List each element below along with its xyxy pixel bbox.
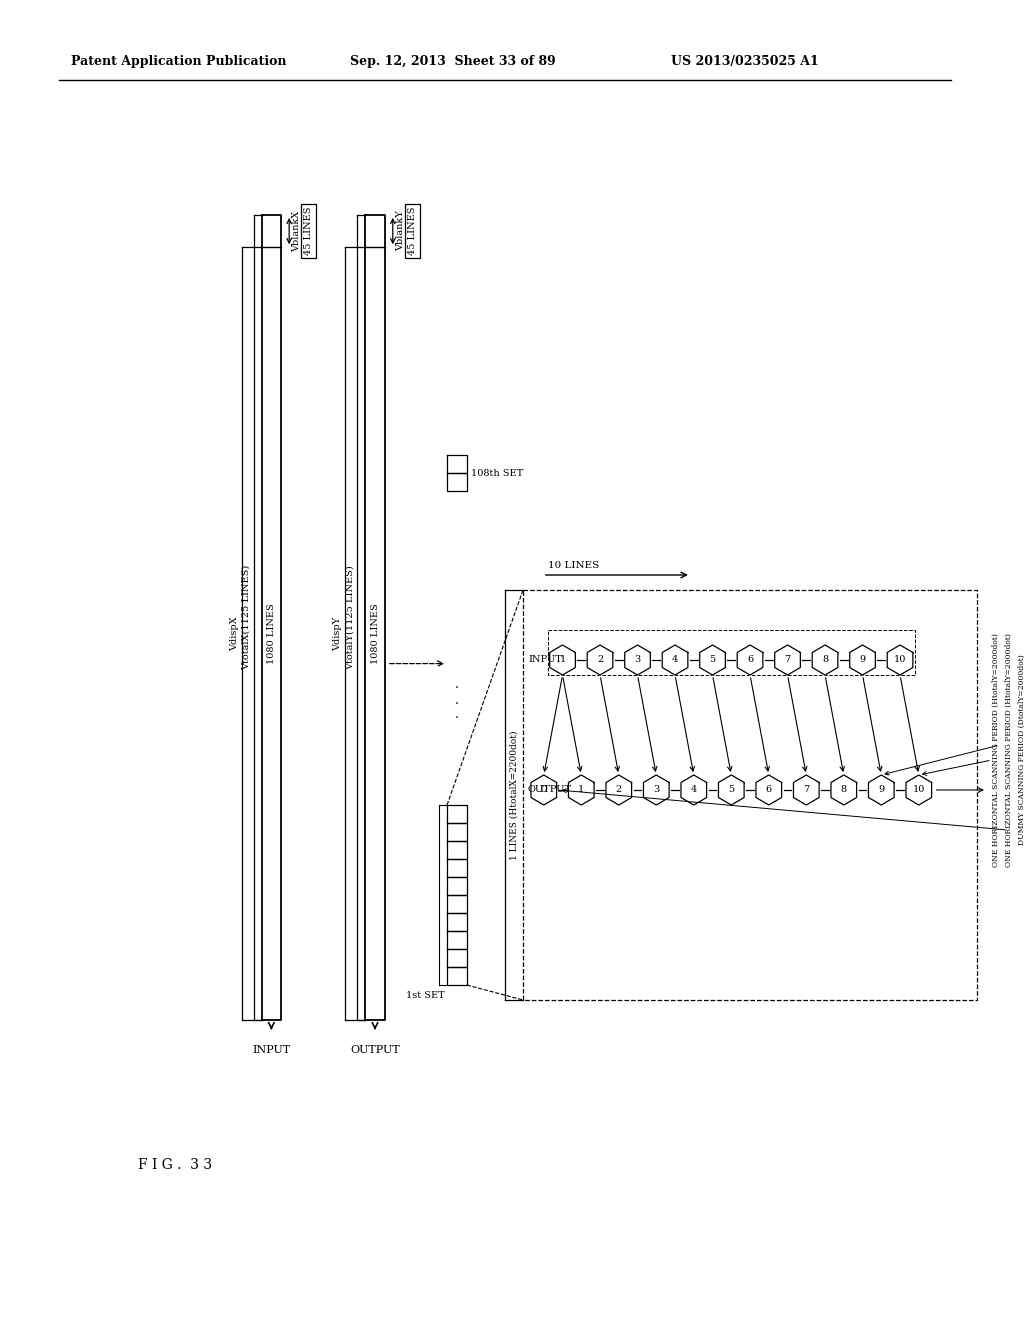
Text: 1: 1 (579, 785, 585, 795)
Polygon shape (663, 645, 688, 675)
Text: VdispY: VdispY (334, 616, 342, 651)
Polygon shape (775, 645, 801, 675)
Text: 5: 5 (710, 656, 716, 664)
Text: VtotalX(1125 LINES): VtotalX(1125 LINES) (242, 565, 251, 671)
Text: 6: 6 (746, 656, 753, 664)
Polygon shape (606, 775, 632, 805)
Polygon shape (830, 775, 857, 805)
Text: 4: 4 (672, 656, 678, 664)
Text: 45 LINES: 45 LINES (408, 207, 417, 255)
Text: F I G .  3 3: F I G . 3 3 (138, 1158, 212, 1172)
Text: 1st SET: 1st SET (407, 990, 445, 999)
Text: 2: 2 (597, 656, 603, 664)
Text: Patent Application Publication: Patent Application Publication (71, 55, 287, 69)
Text: VdispX: VdispX (229, 616, 239, 651)
Polygon shape (737, 645, 763, 675)
Polygon shape (756, 775, 781, 805)
Text: Sep. 12, 2013  Sheet 33 of 89: Sep. 12, 2013 Sheet 33 of 89 (350, 55, 556, 69)
Text: 6: 6 (766, 785, 772, 795)
Text: 1080 LINES: 1080 LINES (267, 603, 275, 664)
Text: 7: 7 (784, 656, 791, 664)
Text: 9: 9 (879, 785, 885, 795)
Text: 8: 8 (841, 785, 847, 795)
Text: 7: 7 (803, 785, 809, 795)
Text: 9: 9 (859, 656, 865, 664)
Polygon shape (643, 775, 669, 805)
Text: INPUT: INPUT (528, 656, 562, 664)
Text: US 2013/0235025 A1: US 2013/0235025 A1 (671, 55, 819, 69)
Text: OUTPUT: OUTPUT (350, 1045, 399, 1055)
Text: 45 LINES: 45 LINES (304, 207, 313, 255)
Polygon shape (699, 645, 725, 675)
Text: 3: 3 (635, 656, 641, 664)
Text: 10: 10 (912, 785, 925, 795)
Text: .
.
.: . . . (455, 678, 459, 722)
Text: 5: 5 (728, 785, 734, 795)
Polygon shape (812, 645, 838, 675)
Polygon shape (850, 645, 876, 675)
Text: 2: 2 (615, 785, 622, 795)
Polygon shape (681, 775, 707, 805)
Text: VblankY: VblankY (395, 211, 404, 252)
Polygon shape (906, 775, 932, 805)
Polygon shape (587, 645, 612, 675)
Text: 10: 10 (894, 656, 906, 664)
Text: 4: 4 (690, 785, 697, 795)
Text: 1: 1 (559, 656, 565, 664)
Polygon shape (531, 775, 557, 805)
Text: VtotalY(1125 LINES): VtotalY(1125 LINES) (345, 565, 354, 669)
Polygon shape (887, 645, 912, 675)
Text: D: D (540, 785, 548, 795)
Polygon shape (550, 645, 575, 675)
Text: INPUT: INPUT (252, 1045, 291, 1055)
Text: OUTPUT: OUTPUT (528, 785, 572, 795)
Polygon shape (719, 775, 744, 805)
Text: 1080 LINES: 1080 LINES (371, 603, 380, 664)
Text: 1 LINES (HtotalX=2200dot): 1 LINES (HtotalX=2200dot) (509, 730, 518, 859)
Polygon shape (568, 775, 594, 805)
Text: 3: 3 (653, 785, 659, 795)
Text: 8: 8 (822, 656, 828, 664)
Text: VblankX: VblankX (292, 210, 301, 252)
Polygon shape (794, 775, 819, 805)
Text: DUMMY SCANNING PERIOD (DtotalY=2000dot): DUMMY SCANNING PERIOD (DtotalY=2000dot) (1018, 655, 1024, 845)
Text: ONE HORIZONTAL SCANNING PERIOD (HtotalY=2000dot): ONE HORIZONTAL SCANNING PERIOD (HtotalY=… (992, 634, 999, 867)
Text: ONE HORIZONTAL SCANNING PERIOD (HtotalY=2000dot): ONE HORIZONTAL SCANNING PERIOD (HtotalY=… (1005, 634, 1013, 867)
Polygon shape (625, 645, 650, 675)
Polygon shape (868, 775, 894, 805)
Text: 10 LINES: 10 LINES (548, 561, 599, 569)
Text: 108th SET: 108th SET (471, 469, 523, 478)
